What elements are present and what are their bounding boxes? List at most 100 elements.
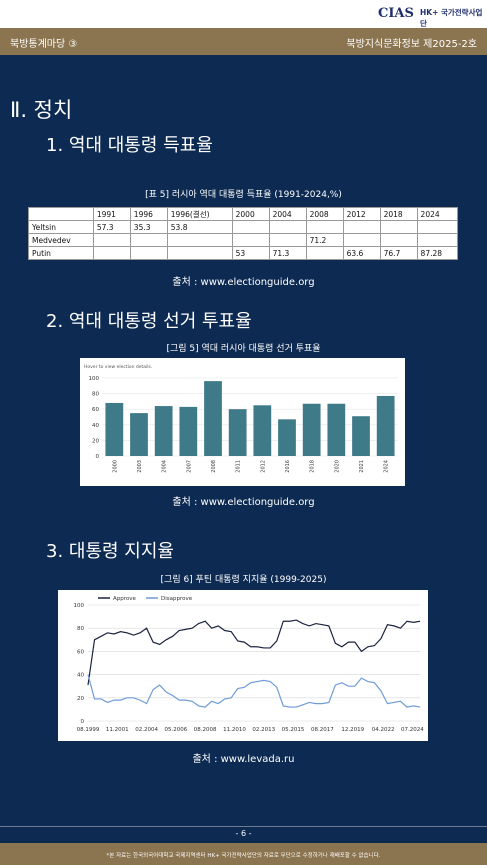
table-cell: 76.7 bbox=[379, 246, 418, 260]
x-tick-label: 2003 bbox=[137, 460, 143, 473]
table-cell: 1991 bbox=[92, 207, 131, 221]
x-tick-label: 2000 bbox=[112, 460, 118, 473]
table-cell: 2004 bbox=[268, 207, 307, 221]
table-cell: 71.3 bbox=[268, 246, 307, 260]
subtitle: 2. 역대 대통령 선거 투표율 bbox=[46, 311, 252, 332]
x-tick-label: 2012 bbox=[260, 460, 266, 473]
table-row: 1991 1996 1996(결선) 2000 2004 2008 2012 2018 2024 bbox=[28, 207, 459, 221]
table-cell bbox=[28, 207, 94, 221]
x-tick-label: 2007 bbox=[186, 460, 192, 473]
header-right: 북방지식문화정보 제2025-2호 bbox=[346, 39, 477, 50]
y-tick-label: 40 bbox=[92, 423, 99, 429]
bar bbox=[204, 381, 222, 456]
footer-bar bbox=[0, 843, 487, 865]
caption: [그림 5] 역대 러시아 대통령 선거 투표율 bbox=[166, 344, 321, 354]
x-tick-label: 05.2006 bbox=[165, 727, 188, 733]
table-row: Putin 53 71.3 63.6 76.7 87.28 bbox=[28, 246, 459, 260]
table-cell bbox=[379, 233, 418, 247]
logo: CIAS bbox=[378, 6, 414, 21]
y-tick-label: 0 bbox=[81, 719, 85, 725]
table-cell: 71.2 bbox=[305, 233, 344, 247]
table-cell: 1996(결선) bbox=[166, 207, 233, 221]
x-tick-label: 2016 bbox=[285, 460, 291, 473]
x-tick-label: 11.2001 bbox=[106, 727, 129, 733]
bar bbox=[154, 406, 173, 456]
y-tick-label: 100 bbox=[74, 603, 85, 609]
bar bbox=[376, 395, 395, 456]
x-tick-label: 07.2024 bbox=[401, 727, 424, 733]
x-tick-label: 02.2013 bbox=[252, 727, 275, 733]
y-tick-label: 100 bbox=[89, 376, 100, 382]
x-tick-label: 2011 bbox=[236, 460, 242, 473]
bar bbox=[228, 409, 247, 456]
bar bbox=[302, 403, 321, 456]
table-cell: 1996 bbox=[129, 207, 168, 221]
table-cell: 2018 bbox=[379, 207, 418, 221]
header-left: 북방통계마당 ③ bbox=[10, 39, 78, 50]
source: 출처 : www.electionguide.org bbox=[172, 277, 315, 288]
x-tick-label: 05.2015 bbox=[282, 727, 305, 733]
chart-bg bbox=[58, 590, 428, 741]
footer-note: *본 자료는 한국외국어대학교 국제지역센터 HK+ 국가전략사업단의 자료로 … bbox=[106, 853, 381, 859]
line-series bbox=[87, 674, 421, 708]
bar bbox=[327, 403, 346, 456]
x-tick-label: 2021 bbox=[359, 460, 365, 473]
table-cell: 2024 bbox=[416, 207, 459, 221]
line-series bbox=[87, 619, 421, 686]
caption: [그림 6] 푸틴 대통령 지지율 (1999-2025) bbox=[160, 575, 327, 585]
y-tick-label: 40 bbox=[77, 673, 84, 679]
table-cell: Putin bbox=[28, 246, 94, 260]
table-cell bbox=[305, 220, 344, 234]
source: 출처 : www.electionguide.org bbox=[172, 497, 315, 508]
table-cell bbox=[166, 246, 233, 260]
table-cell: 57.3 bbox=[92, 220, 131, 234]
x-tick-label: 2004 bbox=[162, 460, 168, 473]
table-cell bbox=[416, 220, 459, 234]
page-number: - 6 - bbox=[235, 829, 252, 838]
x-tick-label: 08.1999 bbox=[77, 727, 100, 733]
line-chart: 0 20 40 60 80 100 08.1999 11.2001 02.2004 05.2006… bbox=[58, 590, 428, 741]
caption: [표 5] 러시아 역대 대통령 득표율 (1991-2024,%) bbox=[145, 190, 342, 200]
y-tick-label: 80 bbox=[92, 392, 99, 398]
table-cell bbox=[231, 220, 270, 234]
table-cell bbox=[231, 233, 270, 247]
table-cell: Medvedev bbox=[28, 233, 94, 247]
header-bar bbox=[0, 28, 487, 55]
table-cell: 2008 bbox=[305, 207, 344, 221]
table-cell: 2012 bbox=[342, 207, 381, 221]
x-tick-label: 2018 bbox=[310, 460, 316, 473]
bar bbox=[130, 413, 148, 456]
logo-sub: HK+ 국가전략사업단 bbox=[420, 8, 483, 28]
legend-label: Disapprove bbox=[161, 596, 193, 602]
chart-note: Hover to view election details. bbox=[84, 364, 152, 370]
source: 출처 : www.levada.ru bbox=[192, 754, 295, 765]
table-cell: 53.8 bbox=[166, 220, 233, 234]
y-tick-label: 20 bbox=[77, 696, 84, 702]
bar bbox=[278, 419, 296, 456]
table-row: Yeltsin 57.3 35.3 53.8 bbox=[28, 220, 459, 234]
table-cell bbox=[268, 220, 307, 234]
x-tick-label: 11.2010 bbox=[223, 727, 246, 733]
table-cell bbox=[342, 220, 381, 234]
top-band bbox=[0, 0, 487, 28]
bar bbox=[352, 416, 370, 456]
legend-label: Approve bbox=[113, 596, 137, 602]
table-cell: 2000 bbox=[231, 207, 270, 221]
table-cell bbox=[379, 220, 418, 234]
bar bbox=[105, 402, 124, 456]
table-cell bbox=[268, 233, 307, 247]
y-tick-label: 60 bbox=[92, 407, 99, 413]
table-cell: 35.3 bbox=[129, 220, 168, 234]
table-cell bbox=[92, 246, 131, 260]
x-tick-label: 2024 bbox=[384, 460, 390, 473]
y-tick-label: 0 bbox=[96, 454, 100, 460]
x-tick-label: 08.2017 bbox=[311, 727, 334, 733]
table-cell bbox=[129, 233, 168, 247]
x-tick-label: 12.2019 bbox=[341, 727, 364, 733]
x-tick-label: 08.2008 bbox=[194, 727, 217, 733]
table-cell bbox=[305, 246, 344, 260]
table-cell: Yeltsin bbox=[28, 220, 94, 234]
table-cell bbox=[416, 233, 459, 247]
table-cell bbox=[92, 233, 131, 247]
